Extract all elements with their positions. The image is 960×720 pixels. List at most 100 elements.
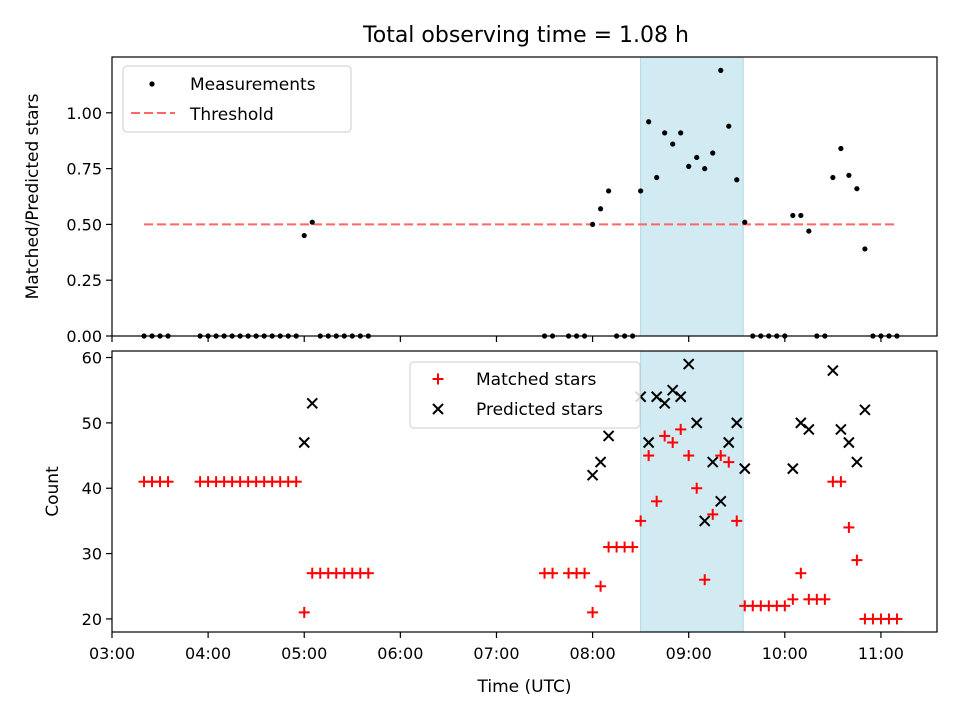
measurement-point xyxy=(726,123,732,129)
measurement-point xyxy=(702,166,708,172)
measurement-point xyxy=(830,174,836,181)
y-tick-label: 40 xyxy=(82,479,102,498)
predicted-star-point xyxy=(298,436,310,449)
matched-star-point xyxy=(723,456,735,468)
legend-box xyxy=(122,65,352,133)
y-axis-ticks-bottom: 20 30 40 50 60 xyxy=(82,349,112,629)
predicted-star-point xyxy=(715,495,727,508)
matched-star-point xyxy=(707,508,719,520)
x-axis-ticks-top xyxy=(111,336,882,342)
matched-star-point xyxy=(659,430,671,442)
predicted-star-point xyxy=(851,456,863,468)
predicted-star-point xyxy=(586,469,599,481)
matched-stars-points xyxy=(138,423,903,625)
matched-star-point xyxy=(643,450,655,462)
measurement-point xyxy=(597,206,604,212)
matched-star-point xyxy=(819,593,831,605)
measurement-point xyxy=(710,150,716,156)
matched-star-point xyxy=(851,554,863,566)
plot-frame-top xyxy=(111,56,938,337)
legend-box xyxy=(409,361,641,429)
measurement-point xyxy=(790,212,796,219)
predicted-star-point xyxy=(827,364,839,377)
predicted-star-point xyxy=(723,436,735,449)
matched-star-point xyxy=(691,482,703,494)
predicted-star-point xyxy=(691,417,703,429)
matched-star-point xyxy=(651,495,663,507)
predicted-star-point xyxy=(674,391,687,403)
matched-star-point xyxy=(667,436,679,448)
shaded-region xyxy=(640,56,744,337)
predicted-star-point xyxy=(795,417,807,429)
matched-star-point xyxy=(891,613,903,625)
matched-star-point xyxy=(635,515,647,527)
y-tick-label: 1.00 xyxy=(66,104,102,123)
y-tick-label: 50 xyxy=(82,414,102,433)
y-tick-label: 0.25 xyxy=(66,271,102,290)
y-tick-label: 0.00 xyxy=(66,327,102,346)
panel-ratio: 0.00 0.25 0.50 0.75 1.00 Matched/Predicted s… xyxy=(23,56,938,346)
y-axis-label-top: Matched/Predicted stars xyxy=(23,93,43,299)
matched-star-point xyxy=(362,567,374,579)
measurement-point xyxy=(654,174,660,181)
matched-star-point xyxy=(587,606,599,618)
measurement-point xyxy=(718,67,724,73)
predicted-star-point xyxy=(642,436,655,449)
predicted-star-point xyxy=(699,515,711,527)
x-tick-label: 04:00 xyxy=(185,644,231,663)
predicted-star-point xyxy=(843,436,855,449)
y-tick-label: 0.75 xyxy=(66,160,102,179)
matched-star-point xyxy=(779,600,791,612)
matched-star-point xyxy=(595,580,607,592)
x-tick-label: 09:00 xyxy=(666,644,712,663)
matched-star-point xyxy=(290,476,302,488)
x-axis-label: Time (UTC) xyxy=(477,677,572,697)
predicted-star-point xyxy=(602,430,615,442)
legend-top: Measurements Threshold xyxy=(122,65,352,133)
measurement-point xyxy=(638,188,644,194)
matched-star-point xyxy=(627,541,639,553)
panel-counts: 20 30 40 50 60 03:00 04:00 05:00 06:00 07:00 08:0… xyxy=(43,349,938,697)
legend-bottom: Matched stars Predicted stars xyxy=(409,361,641,429)
predicted-star-point xyxy=(658,397,671,409)
measurement-point xyxy=(742,219,748,225)
y-tick-label: 20 xyxy=(82,610,102,629)
predicted-star-point xyxy=(707,456,719,468)
matched-star-point xyxy=(699,574,711,586)
measurement-point xyxy=(862,246,868,252)
legend-marker-matched xyxy=(432,373,444,385)
predicted-star-point xyxy=(731,417,743,429)
matched-star-point xyxy=(675,423,687,435)
legend-label-matched: Matched stars xyxy=(476,370,596,390)
legend-label-measurements: Measurements xyxy=(190,75,316,95)
x-tick-label: 11:00 xyxy=(858,644,904,663)
plot-frame-bottom xyxy=(111,350,938,633)
matched-star-point xyxy=(715,450,727,462)
matched-star-point xyxy=(683,450,695,462)
measurement-point xyxy=(846,172,852,178)
measurement-point xyxy=(670,141,676,147)
matched-star-point xyxy=(843,521,855,533)
predicted-star-point xyxy=(682,358,695,370)
matched-star-point xyxy=(787,593,799,605)
x-tick-label: 08:00 xyxy=(570,644,616,663)
shaded-region xyxy=(640,350,744,633)
predicted-star-point xyxy=(787,462,799,475)
y-axis-label-bottom: Count xyxy=(43,466,63,517)
measurement-point xyxy=(806,228,812,234)
observing-window-shade xyxy=(640,56,744,337)
measurement-point xyxy=(854,186,860,192)
measurement-point xyxy=(606,188,612,194)
y-tick-label: 60 xyxy=(82,349,102,368)
x-tick-label: 03:00 xyxy=(89,644,135,663)
x-axis-ticks-bottom: 03:00 04:00 05:00 06:00 07:00 08:00 09:00 10:00… xyxy=(89,632,904,663)
measurement-point xyxy=(309,219,315,225)
measurement-point xyxy=(646,119,652,125)
measurement-point xyxy=(678,130,684,136)
legend-label-predicted: Predicted stars xyxy=(476,400,603,420)
predicted-star-point xyxy=(666,384,679,396)
legend-marker-predicted xyxy=(432,403,444,415)
y-tick-label: 0.50 xyxy=(66,215,102,234)
measurement-point xyxy=(662,130,668,136)
